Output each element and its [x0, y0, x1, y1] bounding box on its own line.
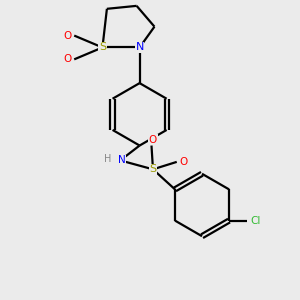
Text: S: S: [99, 43, 106, 52]
Text: Cl: Cl: [250, 216, 260, 226]
Text: N: N: [135, 43, 144, 52]
Text: N: N: [118, 155, 126, 165]
Text: S: S: [149, 164, 157, 174]
Text: O: O: [64, 31, 72, 40]
Text: H: H: [104, 154, 111, 164]
Text: O: O: [64, 54, 72, 64]
Text: O: O: [179, 157, 188, 167]
Text: O: O: [149, 135, 157, 145]
